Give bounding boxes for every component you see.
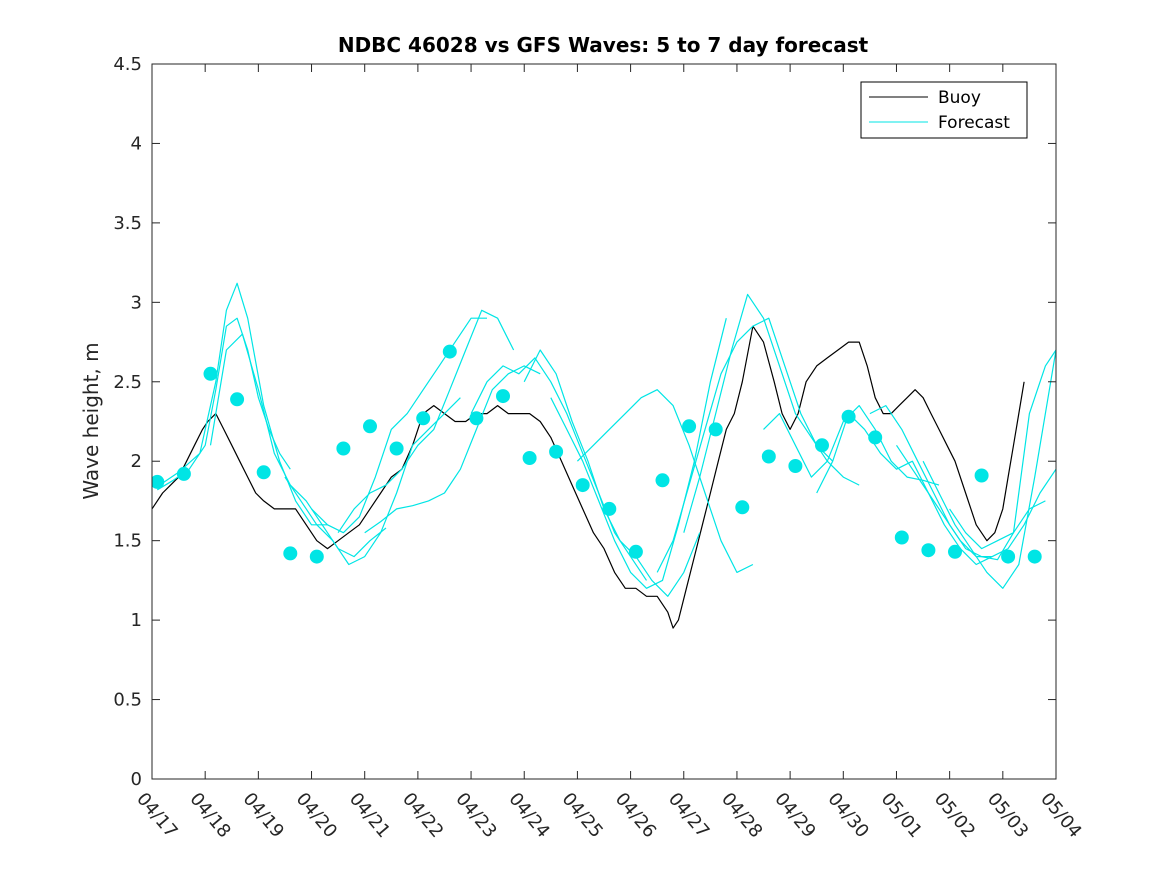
forecast-line-2 [156, 282, 328, 526]
y-axis-label: Wave height, m [79, 342, 103, 499]
forecast-line-11 [576, 389, 754, 574]
forecast-line-17 [896, 444, 1056, 566]
forecast-point [815, 438, 829, 453]
forecast-point [389, 441, 404, 456]
forecast-point [176, 466, 191, 481]
plot-frame [151, 63, 1057, 780]
y-tick-label: 1 [131, 610, 142, 631]
forecast-line-3 [209, 333, 387, 558]
forecast-point [416, 411, 431, 426]
forecast-point [921, 543, 936, 558]
y-tick-label: 2.5 [113, 372, 142, 393]
forecast-point [841, 409, 856, 424]
y-tick-label: 1.5 [113, 531, 142, 552]
forecast-point [309, 549, 324, 564]
chart-title: NDBC 46028 vs GFS Waves: 5 to 7 day fore… [338, 33, 869, 57]
y-tick-label: 0 [131, 769, 142, 790]
forecast-point [256, 465, 271, 480]
forecast-point [496, 389, 510, 404]
series-layer [152, 282, 1056, 629]
y-tick-label: 2 [131, 451, 142, 472]
forecast-point [682, 419, 697, 434]
y-tick-label: 3 [131, 292, 142, 313]
forecast-point [761, 449, 776, 464]
forecast-point [469, 411, 484, 426]
legend-forecast-label: Forecast [938, 113, 1010, 133]
forecast-line-4 [284, 397, 461, 566]
legend: Buoy Forecast [860, 81, 1028, 139]
forecast-line-8 [470, 357, 647, 581]
forecast-point [1001, 549, 1016, 564]
y-tick-label: 4 [131, 133, 142, 154]
legend-box [860, 81, 1028, 139]
buoy-line [152, 325, 1025, 629]
legend-buoy-label: Buoy [938, 88, 981, 108]
forecast-point [522, 451, 537, 465]
forecast-point [203, 366, 218, 381]
forecast-point [868, 430, 883, 445]
forecast-line-5 [311, 317, 487, 534]
forecast-line-12 [656, 317, 834, 573]
forecast-point [602, 501, 617, 516]
forecast-line-9 [523, 349, 701, 597]
forecast-point [283, 546, 298, 561]
forecast-line-19 [949, 349, 1056, 550]
forecast-point [1027, 549, 1042, 564]
forecast-point [363, 419, 377, 434]
forecast-point [948, 544, 962, 559]
forecast-point [628, 544, 643, 559]
forecast-point [655, 473, 670, 488]
forecast-point [336, 441, 351, 456]
y-tick-label: 3.5 [113, 213, 142, 234]
forecast-line-7 [364, 365, 541, 534]
y-tick-label: 4.5 [113, 54, 142, 75]
forecast-point [788, 459, 803, 473]
forecast-point [230, 392, 245, 407]
forecast-line-18 [922, 349, 1056, 589]
forecast-point [152, 474, 165, 489]
y-tick-label: 0.5 [113, 690, 142, 711]
forecast-point [894, 530, 909, 545]
forecast-point [974, 468, 989, 483]
forecast-point [735, 500, 750, 515]
forecast-point [549, 444, 564, 459]
forecast-line-16 [869, 405, 1046, 561]
plot-area [152, 282, 1056, 629]
forecast-line-6 [337, 309, 515, 534]
forecast-line-10 [550, 318, 727, 589]
forecast-point [575, 478, 590, 493]
forecast-point [442, 344, 457, 359]
forecast-point [708, 422, 723, 437]
